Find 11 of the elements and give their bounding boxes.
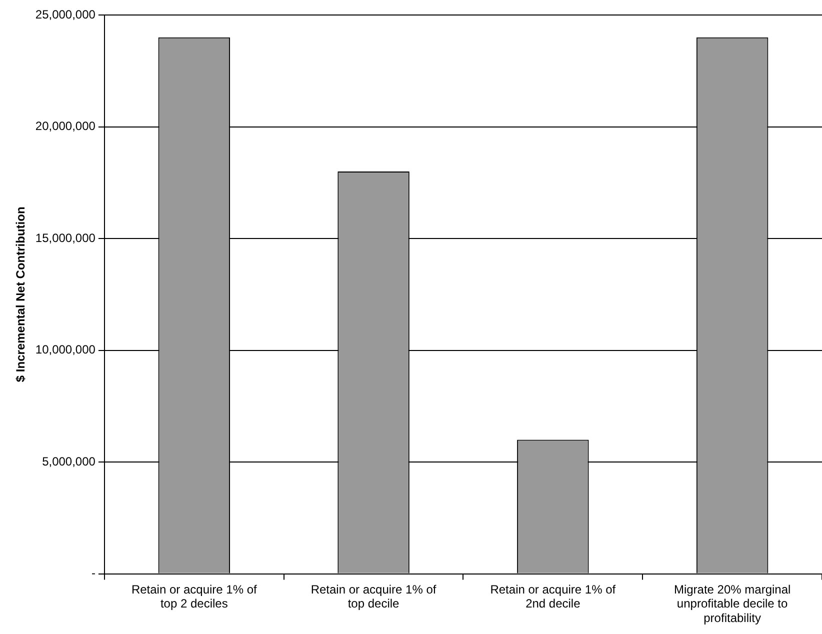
- x-tick-label: Retain or acquire 1% of top decile: [310, 582, 437, 611]
- y-tick-label: 20,000,000: [35, 119, 96, 134]
- y-tick-label: 5,000,000: [42, 454, 96, 468]
- y-tick-label: 25,000,000: [35, 7, 96, 22]
- y-tick-label: 10,000,000: [35, 342, 96, 357]
- y-tick-label: -: [91, 566, 96, 580]
- x-tick-label: Retain or acquire 1% of 2nd decile: [490, 582, 616, 611]
- y-tick-label: 15,000,000: [35, 230, 96, 245]
- x-tick-label: Retain or acquire 1% of top 2 deciles: [131, 582, 258, 611]
- y-axis-title: $ Incremental Net Contribution: [14, 206, 28, 382]
- x-tick-label: Migrate 20% marginal unprofitable decile to profitability: [674, 582, 791, 626]
